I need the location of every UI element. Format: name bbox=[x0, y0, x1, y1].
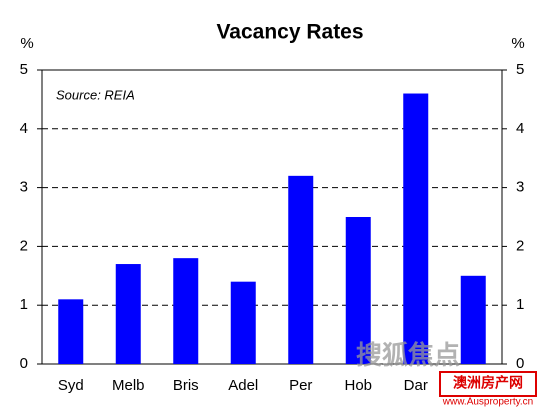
y2-tick-label: 4 bbox=[516, 120, 524, 137]
y2-tick-label: 3 bbox=[516, 179, 524, 196]
watermark: 搜狐焦点 澳洲房产网 www.Ausproperty.cn bbox=[356, 340, 537, 408]
y-tick-label: 0 bbox=[20, 355, 28, 372]
y2-tick-label: 2 bbox=[516, 237, 524, 254]
y2-tick-label: 0 bbox=[516, 355, 524, 372]
x-tick-label: Melb bbox=[112, 377, 145, 394]
x-tick-label: Hob bbox=[344, 377, 372, 394]
bar bbox=[403, 93, 429, 365]
y-tick-label: 3 bbox=[20, 179, 28, 196]
watermark-box bbox=[439, 371, 537, 397]
y-tick-label: 1 bbox=[20, 296, 28, 313]
y-unit: % bbox=[20, 35, 33, 52]
y-tick-label: 2 bbox=[20, 237, 28, 254]
x-tick-label: Bris bbox=[173, 377, 199, 394]
bar bbox=[460, 275, 486, 364]
chart-title: Vacancy Rates bbox=[216, 21, 363, 44]
x-tick-label: Syd bbox=[58, 377, 84, 394]
x-tick-label: Dar bbox=[404, 377, 428, 394]
plot-frame bbox=[41, 69, 503, 365]
x-tick-label: Adel bbox=[228, 377, 258, 394]
bar bbox=[230, 281, 256, 364]
y-tick-label: 5 bbox=[20, 61, 28, 78]
watermark-site: 澳洲房产网 bbox=[453, 375, 523, 391]
bar bbox=[115, 264, 141, 364]
bar bbox=[173, 258, 199, 364]
bar bbox=[345, 217, 371, 364]
bar bbox=[288, 175, 314, 364]
y2-tick-label: 1 bbox=[516, 296, 524, 313]
watermark-logo: 搜狐焦点 bbox=[356, 340, 460, 370]
y2-unit: % bbox=[511, 35, 524, 52]
bar bbox=[58, 299, 84, 364]
watermark-url: www.Ausproperty.cn bbox=[442, 397, 533, 408]
annotation: Source: REIA bbox=[56, 87, 135, 102]
x-tick-label: Per bbox=[289, 377, 312, 394]
y2-tick-label: 5 bbox=[516, 61, 524, 78]
y-tick-label: 4 bbox=[20, 120, 28, 137]
